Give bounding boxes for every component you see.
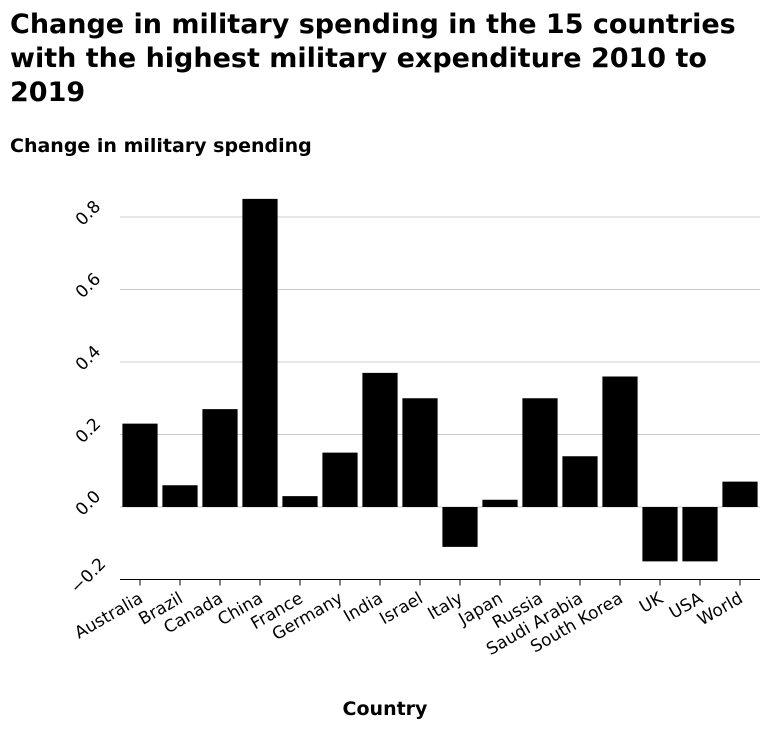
x-axis-label: Country — [342, 698, 428, 720]
bar — [322, 452, 358, 507]
x-tick-label: India — [340, 589, 386, 627]
bar — [362, 372, 398, 507]
bar — [642, 507, 678, 562]
x-tick-label: Israel — [376, 589, 426, 630]
y-tick-label: 0.8 — [72, 197, 105, 230]
bar — [442, 507, 478, 547]
bar — [602, 376, 638, 507]
y-tick-label: −0.2 — [67, 554, 110, 597]
y-tick-label: 0.2 — [72, 414, 105, 447]
bar — [202, 409, 238, 507]
bar — [402, 398, 438, 507]
bar — [482, 499, 518, 507]
x-tick-label: Australia — [71, 589, 146, 644]
bar — [162, 485, 198, 507]
x-tick-label: World — [694, 589, 746, 631]
bar — [722, 481, 758, 507]
y-tick-label: 0.4 — [72, 342, 105, 375]
bar — [522, 398, 558, 507]
bar — [682, 507, 718, 562]
bar — [562, 456, 598, 507]
y-axis-label: Change in military spending — [10, 135, 312, 157]
axes: −0.20.00.20.40.60.8AustraliaBrazilCanada… — [67, 197, 760, 660]
y-tick-label: 0.6 — [72, 269, 105, 302]
bar — [282, 496, 318, 507]
bars — [122, 198, 758, 562]
x-tick-label: UK — [636, 588, 667, 618]
bar — [242, 198, 278, 507]
y-tick-label: 0.0 — [72, 487, 105, 520]
chart-title: Change in military spending in the 15 co… — [10, 9, 736, 108]
bar — [122, 423, 158, 507]
